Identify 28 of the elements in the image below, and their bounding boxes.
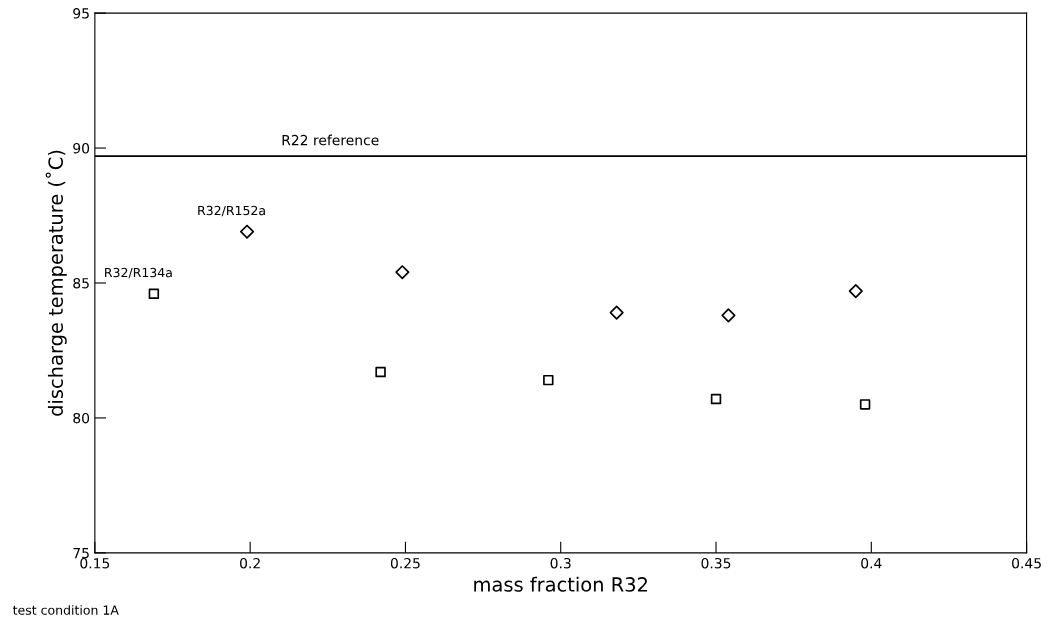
y-tick-label: 75 [73,548,89,559]
y-tick-label: 80 [73,412,90,424]
point [395,265,410,280]
y-tick-label: 90 [73,143,90,154]
point [609,305,624,320]
y-axis-title: discharge temperature (˚C) [45,150,67,416]
point [543,374,554,386]
x-tick-label: 0.35 [701,557,731,569]
x-tick-label: 0.2 [240,557,260,569]
x-axis-title: mass fraction R32 [474,576,647,592]
y-tick-label: 95 [73,8,89,19]
ref-line-label: R22 reference [282,134,379,146]
series-label: R32/R152a [198,205,265,217]
point [148,288,160,300]
point [375,366,386,378]
point [721,308,736,323]
x-tick-label: 0.45 [1012,557,1041,569]
point [239,224,255,239]
series-label: R32/R134a [105,267,172,279]
text: test condition 1A [12,605,119,615]
x-tick-label: 0.15 [80,557,110,569]
point [859,399,871,410]
y-tick-label: 85 [73,277,89,289]
x-tick-label: 0.25 [390,557,420,569]
x-tick-label: 0.4 [861,557,882,569]
point [710,393,722,405]
x-tick-label: 0.3 [550,557,571,569]
point [848,284,863,299]
